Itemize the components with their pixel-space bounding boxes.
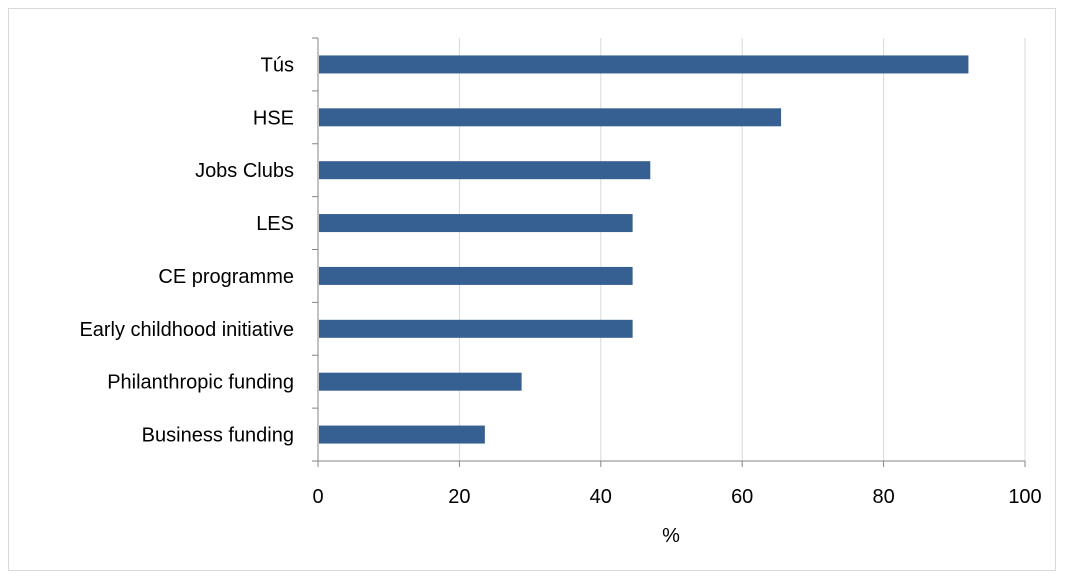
category-label-4: CE programme	[158, 266, 294, 288]
bar-4	[319, 266, 633, 285]
bar-2	[319, 161, 651, 180]
bar-5	[319, 319, 633, 338]
bars	[319, 55, 969, 444]
x-tick-label-20: 20	[448, 486, 470, 508]
gridlines	[458, 38, 1026, 461]
x-tick-label-0: 0	[312, 486, 323, 508]
bar-1	[319, 108, 782, 127]
labels: 0 20 40 60 80 100 Tús HSE Jobs Clubs LES CE progra…	[79, 54, 1041, 508]
category-label-6: Philanthropic funding	[107, 372, 294, 394]
bar-6	[319, 372, 522, 391]
x-tick-label-80: 80	[872, 486, 894, 508]
axes	[312, 37, 1026, 467]
x-axis-title: %	[662, 525, 680, 547]
x-tick-label-60: 60	[731, 486, 753, 508]
category-label-0: Tús	[261, 54, 294, 76]
category-label-5: Early childhood initiative	[79, 319, 294, 341]
category-label-1: HSE	[253, 107, 294, 129]
bar-0	[319, 55, 969, 74]
category-label-7: Business funding	[142, 425, 294, 447]
bar-3	[319, 214, 633, 233]
bar-7	[319, 425, 485, 444]
category-label-2: Jobs Clubs	[195, 160, 294, 182]
x-tick-label-40: 40	[590, 486, 612, 508]
chart-frame	[8, 8, 1056, 571]
category-label-3: LES	[256, 213, 294, 235]
x-tick-label-100: 100	[1008, 486, 1041, 508]
